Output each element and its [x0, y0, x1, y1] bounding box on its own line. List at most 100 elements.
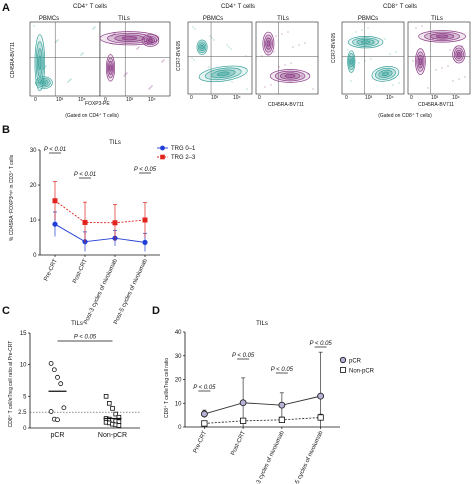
panel-a-group-2-plot-1-event-14 — [246, 88, 248, 90]
panel-a-group-3-plot-2-event-13 — [424, 56, 426, 58]
panel-a-group-2-plot-2-event-5 — [278, 66, 280, 68]
panel-a-group-1-plot-2-event-14 — [161, 61, 163, 63]
panel-b-series-1-line — [54, 223, 146, 243]
panel-b-ytick-label-3: 30 — [30, 148, 37, 154]
panel-a-group-1-plot-1-contour-2-1 — [41, 80, 47, 85]
panel-a-group-1-plot-1-event-3 — [45, 65, 47, 67]
panel-b-legend-2-label: TRG 2–3 — [171, 155, 196, 161]
panel-a-group-1-plot-1-event-14 — [80, 54, 82, 56]
panel-a-group-3-plot-2-contour-1-2 — [429, 33, 455, 40]
panel-c-group-1-point-4 — [58, 381, 64, 387]
panel-a-group-3-plot-1-tick-2: 10⁴ — [386, 95, 394, 101]
panel-b-series-2-point-1 — [82, 219, 88, 225]
panel-a-group-1-plot-1-contour-1-1 — [38, 55, 42, 71]
panel-a-group-1-plot-1-contour-1-2 — [36, 48, 43, 78]
panel-d-series-1-point-1 — [239, 399, 247, 407]
panel-a-group-1-plot-1-frame — [29, 21, 101, 97]
panel-a-group-1-plot-2-event-2 — [151, 85, 153, 87]
panel-a-group-3-plot-2-tick-2: 10⁴ — [452, 95, 460, 101]
panel-a-group-2-plot-1-event-13 — [209, 35, 211, 37]
panel-a-group-3-plot-1-contour-2-4 — [371, 66, 400, 82]
panel-a-group-3-ylabel: CCR7-BV605 — [331, 33, 337, 64]
panel-letter-d: D — [152, 305, 160, 317]
panel-a-group-3-plot-1-contour-1-1 — [360, 40, 371, 44]
panel-a-group-2-plot-2 — [255, 21, 319, 95]
panel-a-group-2-plot-1-tick-1: 10³ — [211, 95, 219, 101]
panel-a-group-1-plot-2-event-7 — [150, 86, 152, 88]
panel-a-group-1-plot-2-event-1 — [114, 32, 116, 34]
panel-a-group-1: CD4⁺ T cells PBMCs TILs CD45RA-BV711 FOX… — [10, 3, 171, 119]
panel-a-group-1-plot-1-event-12 — [68, 80, 70, 82]
panel-a-group-2-plot-1-tick-2: 10⁴ — [233, 95, 241, 101]
panel-a-group-3-plot-2-event-17 — [464, 76, 466, 78]
panel-a-group-1-plot-1-event-5 — [57, 39, 59, 41]
panel-a-group-1-plot-2-event-3 — [126, 72, 128, 74]
panel-a-group-3-plot-2-name: TILs — [431, 16, 443, 22]
panel-a-group-1-plot-2-contour-1-1 — [121, 36, 138, 41]
panel-b-series-2-line — [54, 200, 146, 224]
panel-a-group-1-plot-1-name: PBMCs — [39, 16, 59, 22]
panel-d-series-1-line — [204, 395, 321, 415]
panel-a-group-2-plot-2-event-13 — [304, 42, 306, 44]
panel-letter-c: C — [2, 305, 10, 317]
panel-a-group-1-xlabel: FOXP3-PE — [85, 101, 110, 107]
panel-a-group-1-plot-1-event-6 — [94, 26, 96, 28]
panel-a-group-3-plot-1-event-2 — [372, 42, 374, 44]
panel-a-group-3-plot-2-event-1 — [412, 60, 414, 62]
panel-a-group-3-plot-1-event-15 — [367, 27, 369, 29]
panel-c-group-1-point-6 — [48, 409, 54, 414]
panel-a-group-1-plot-2-event-13 — [124, 74, 126, 76]
panel-a-group-1-plot-1-event-13 — [43, 67, 45, 69]
panel-a-group-3-plot-1-contour-1-2 — [356, 38, 375, 46]
panel-a-group-2-plot-2-event-18 — [273, 51, 275, 53]
panel-a-group-1-plot-2-event-5 — [138, 46, 140, 48]
panel-a-group-3-plot-1-contour-3-1 — [350, 58, 353, 65]
panel-a-group-1-plot-2-contour-2-1 — [109, 64, 112, 72]
panel-c-ytick-label-3: 15 — [20, 331, 27, 337]
panel-a-group-3-plot-1-event-11 — [381, 71, 383, 73]
panel-a-group-2-plot-1-event-8 — [192, 26, 194, 28]
panel-c-group-2-point-1 — [103, 394, 109, 399]
panel-a-group-3-plot-1-event-5 — [375, 73, 377, 75]
panel-a-group-3-plot-1-event-10 — [398, 82, 400, 84]
panel-a-group-2-plot-1-event-1 — [213, 39, 215, 41]
panel-b-annotation-3: P < 0.05 — [134, 167, 157, 173]
panel-a-group-2-plot-1-event-16 — [208, 66, 210, 68]
panel-a-group-3-gate-note: (Gated on CD8⁺ T cells) — [378, 113, 432, 119]
panel-a-group-3-plot-2-contour-3-2 — [417, 54, 424, 69]
panel-a-group-3-plot-1-event-13 — [347, 49, 349, 51]
panel-a-group-1-plot-1-event-2 — [70, 78, 72, 80]
panel-a-group-3-plot-2-contour-2-2 — [455, 49, 463, 60]
panel-d-annotation-2: P < 0.05 — [232, 353, 255, 359]
panel-a-group-3-plot-2-contour-1-1 — [435, 34, 449, 39]
panel-d-series-2-point-1 — [240, 417, 247, 424]
panel-c-plot-area: 0 5 10 15 2.5 pCR Non-pCR P < 0.05 — [18, 331, 140, 439]
panel-a-group-1-plot-2-event-15 — [136, 48, 138, 50]
panel-d-annotation-3: P < 0.05 — [271, 367, 294, 373]
panel-a-group-2-title: CD4⁺ T cells — [221, 3, 255, 10]
panel-a-group-2-plot-2-contour-2-1 — [284, 74, 296, 78]
panel-a-group-3-plot-1-event-1 — [389, 53, 391, 55]
panel-b-ylabel: % CD45RA⁻FOXP3ʰⁱᵍʰ in CD3⁺ T cells — [9, 154, 15, 241]
panel-a-group-3-plot-2-event-4 — [415, 27, 417, 29]
panel-a-group-2-plot-2-event-15 — [270, 84, 272, 86]
panel-a-group-3-plot-1-frame — [341, 21, 405, 95]
panel-letter-b: B — [2, 124, 10, 136]
panel-a-group-2-plot-1-event-15 — [227, 77, 229, 79]
panel-a-group-2-plot-2-name: TILs — [277, 16, 289, 22]
panel-a-group-1-title: CD4⁺ T cells — [73, 3, 107, 10]
panel-c-group-2-point-3 — [110, 406, 115, 411]
panel-a-group-3-plot-2-event-15 — [444, 34, 446, 36]
panel-b-annotation-2: P < 0.01 — [74, 172, 96, 178]
panel-a-group-2-plot-2-event-2 — [275, 35, 277, 37]
panel-a-group-2-plot-2-contour-1-1 — [266, 40, 271, 47]
panel-a-group-3-plot-1-event-4 — [392, 84, 394, 86]
panel-a-group-2-plot-2-frame — [255, 21, 319, 95]
panel-a-group-1-plot-1-tick-2: 10⁴ — [78, 97, 86, 103]
panel-d-ytick-label-0: 0 — [178, 425, 182, 431]
panel-a-group-2-plot-1-event-4 — [212, 70, 214, 72]
panel-d-series-1-point-0 — [200, 410, 208, 418]
panel-a-group-3-plot-1-name: PBMCs — [358, 16, 378, 22]
panel-a-group-1-plot-2-name: TILs — [118, 16, 130, 22]
